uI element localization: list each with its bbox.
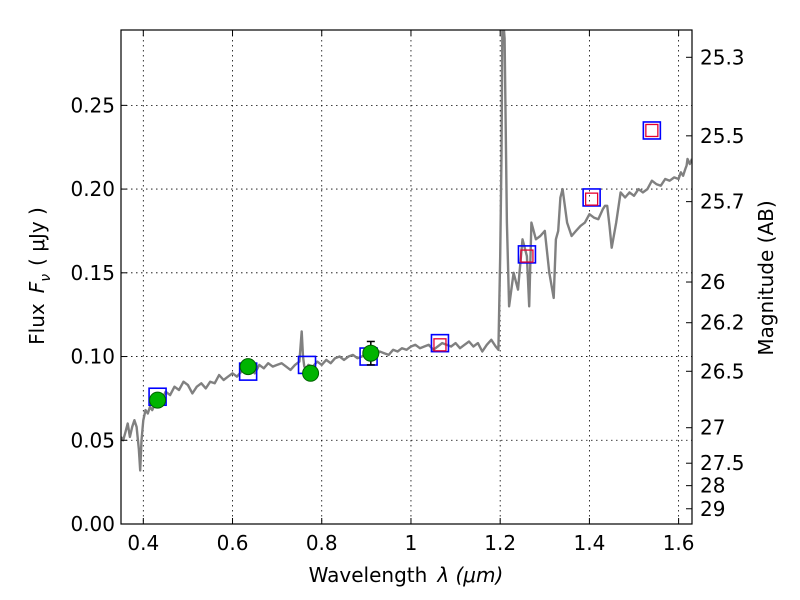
x-tick-label: 1 (405, 531, 418, 555)
x-tick-label: 1.4 (573, 531, 605, 555)
model-photometry-square (430, 333, 450, 353)
y-tick-label: 0.00 (70, 512, 115, 536)
x-tick-label: 0.8 (306, 531, 338, 555)
observed-photometry-layer (149, 340, 380, 409)
synthetic-photometry-square (645, 123, 659, 138)
y-tick-label: 0.15 (70, 261, 115, 285)
y-tick-label: 0.20 (70, 177, 115, 201)
x-tick-label: 0.4 (127, 531, 159, 555)
y2-tick-label: 25.5 (700, 124, 745, 148)
x-tick-labels: 0.4 0.6 0.8 1 1.2 1.4 1.6 (127, 531, 694, 555)
y2-tick-label: 26.5 (700, 359, 745, 383)
axis-ticks (121, 30, 692, 525)
synthetic-photometry-square (584, 192, 599, 206)
y-tick-label: 0.10 (70, 345, 115, 369)
x-tick-label: 0.6 (217, 531, 249, 555)
observed-point (362, 344, 380, 362)
synthetic-photometry-layer (433, 123, 659, 352)
y2-tick-label: 28 (700, 474, 725, 498)
synthetic-photometry-square (520, 249, 534, 263)
x-tick-label: 1.2 (484, 531, 516, 555)
y-axis-label: FluxFν( μJy ) (25, 207, 54, 345)
model-photometry-square (517, 245, 537, 264)
observed-point (302, 364, 320, 382)
y2-tick-label: 25.3 (700, 45, 745, 69)
spectrum-layer (121, 30, 692, 472)
y2-tick-label: 26.2 (700, 311, 745, 335)
observed-point (239, 358, 257, 376)
y-tick-label: 0.25 (70, 93, 115, 117)
observed-point (149, 391, 167, 409)
y2-tick-label: 26 (700, 270, 725, 294)
x-tick-label: 1.6 (663, 531, 695, 555)
model-photometry-layer (148, 121, 662, 407)
y-tick-label: 0.05 (70, 428, 115, 452)
y2-tick-label: 27 (700, 416, 725, 440)
y-tick-labels: 0.00 0.05 0.10 0.15 0.20 0.25 (70, 93, 115, 536)
y2-tick-label: 25.7 (700, 190, 745, 214)
model-photometry-square (582, 188, 601, 207)
y2-axis-label: Magnitude (AB) (754, 200, 778, 355)
synthetic-photometry-square (433, 338, 447, 352)
x-axis-label: Wavelength λ (μm) (309, 563, 504, 587)
y2-tick-label: 27.5 (700, 451, 745, 475)
y2-tick-label: 29 (700, 497, 725, 521)
plot-frame (120, 29, 693, 525)
grid-lines (121, 30, 692, 525)
model-photometry-square (642, 121, 662, 140)
spectrum-line (121, 30, 692, 472)
